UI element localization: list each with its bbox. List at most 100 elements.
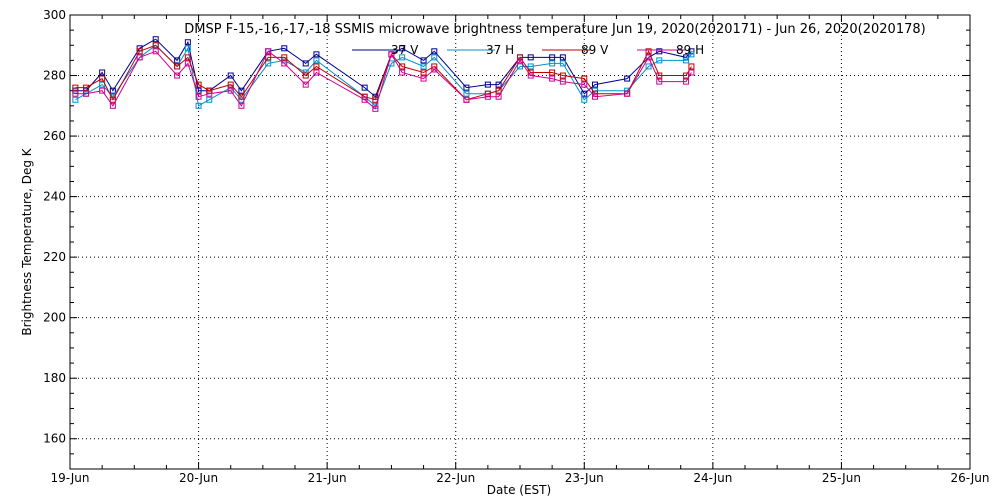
- data-point: [399, 45, 406, 52]
- series-line: [75, 50, 692, 110]
- y-tick-label: 280: [43, 69, 66, 83]
- data-point: [238, 87, 245, 94]
- data-point: [420, 69, 427, 76]
- y-tick-label: 240: [43, 190, 66, 204]
- data-point: [99, 75, 106, 82]
- x-tick-label: 23-Jun: [565, 471, 604, 485]
- data-point: [99, 69, 106, 76]
- data-point: [238, 93, 245, 100]
- data-point: [302, 72, 309, 79]
- grid-lines: [70, 15, 970, 469]
- data-point: [281, 45, 288, 52]
- data-point: [624, 90, 631, 97]
- data-series: [72, 36, 695, 112]
- data-point: [495, 93, 502, 100]
- data-point: [313, 69, 320, 76]
- data-point: [517, 57, 523, 64]
- data-point: [184, 39, 191, 46]
- data-point: [549, 75, 556, 82]
- legend-entry: 89 V: [542, 43, 609, 57]
- data-point: [372, 105, 379, 112]
- data-point: [136, 48, 143, 55]
- axes: 160 180 200 220 240 260 280 300 19-Jun 20-Jun 21-J…: [43, 8, 989, 485]
- data-point: [388, 51, 395, 58]
- data-point: [265, 48, 272, 55]
- data-point: [72, 96, 79, 103]
- legend-entry: 37 V: [352, 43, 419, 57]
- data-point: [420, 57, 427, 64]
- data-point: [592, 81, 598, 88]
- data-point: [227, 72, 234, 79]
- data-point: [420, 75, 427, 82]
- data-point: [99, 87, 106, 94]
- data-point: [559, 78, 566, 85]
- data-point: [206, 87, 213, 94]
- data-point: [581, 81, 588, 88]
- legend-label: 37 H: [486, 43, 514, 57]
- chart-title: DMSP F-15,-16,-17,-18 SSMIS microwave br…: [184, 22, 925, 37]
- data-point: [645, 63, 652, 70]
- data-point: [484, 81, 491, 88]
- data-point: [206, 90, 213, 97]
- data-point: [431, 66, 438, 73]
- data-point: [559, 60, 566, 67]
- data-point: [281, 60, 288, 67]
- x-tick-label: 26-Jun: [950, 471, 989, 485]
- legend-label: 37 V: [391, 43, 419, 57]
- data-point: [174, 57, 181, 64]
- data-point: [656, 78, 663, 85]
- data-point: [313, 51, 320, 58]
- legend-entry: 37 H: [447, 43, 514, 57]
- data-point: [195, 93, 202, 100]
- x-tick-label: 24-Jun: [693, 471, 732, 485]
- legend-label: 89 V: [581, 43, 609, 57]
- x-tick-label: 22-Jun: [436, 471, 475, 485]
- data-point: [83, 90, 90, 97]
- data-point: [72, 84, 79, 91]
- data-point: [581, 90, 588, 97]
- data-point: [688, 69, 695, 76]
- data-point: [463, 90, 470, 97]
- data-point: [174, 63, 181, 70]
- data-point: [645, 54, 652, 61]
- data-point: [83, 84, 90, 91]
- data-point: [361, 96, 368, 103]
- data-point: [420, 63, 427, 70]
- series-89-h: [72, 48, 695, 112]
- data-point: [152, 48, 159, 55]
- data-point: [431, 54, 438, 61]
- data-point: [463, 84, 470, 91]
- data-point: [688, 48, 695, 55]
- y-tick-label: 180: [43, 371, 66, 385]
- x-tick-label: 25-Jun: [822, 471, 861, 485]
- data-point: [302, 60, 309, 67]
- legend-entry: 89 H: [637, 43, 704, 57]
- data-point: [152, 42, 159, 49]
- data-point: [592, 93, 598, 100]
- data-point: [559, 54, 566, 61]
- plot-frame: [69, 14, 971, 470]
- data-point: [109, 87, 116, 94]
- data-point: [136, 54, 143, 61]
- data-point: [581, 75, 588, 82]
- data-point: [195, 81, 202, 88]
- data-point: [72, 90, 79, 97]
- data-point: [549, 54, 556, 61]
- data-point: [484, 90, 491, 97]
- data-point: [527, 72, 534, 79]
- data-point: [683, 57, 690, 64]
- y-tick-label: 160: [43, 432, 66, 446]
- data-point: [683, 72, 690, 79]
- data-point: [399, 69, 406, 76]
- data-point: [227, 81, 234, 88]
- x-tick-label: 19-Jun: [50, 471, 89, 485]
- data-point: [656, 57, 663, 64]
- data-point: [431, 48, 438, 55]
- data-point: [624, 75, 631, 82]
- series-89-v: [72, 42, 695, 103]
- data-point: [152, 36, 159, 43]
- data-point: [495, 87, 502, 94]
- data-point: [645, 48, 652, 55]
- data-point: [238, 102, 245, 109]
